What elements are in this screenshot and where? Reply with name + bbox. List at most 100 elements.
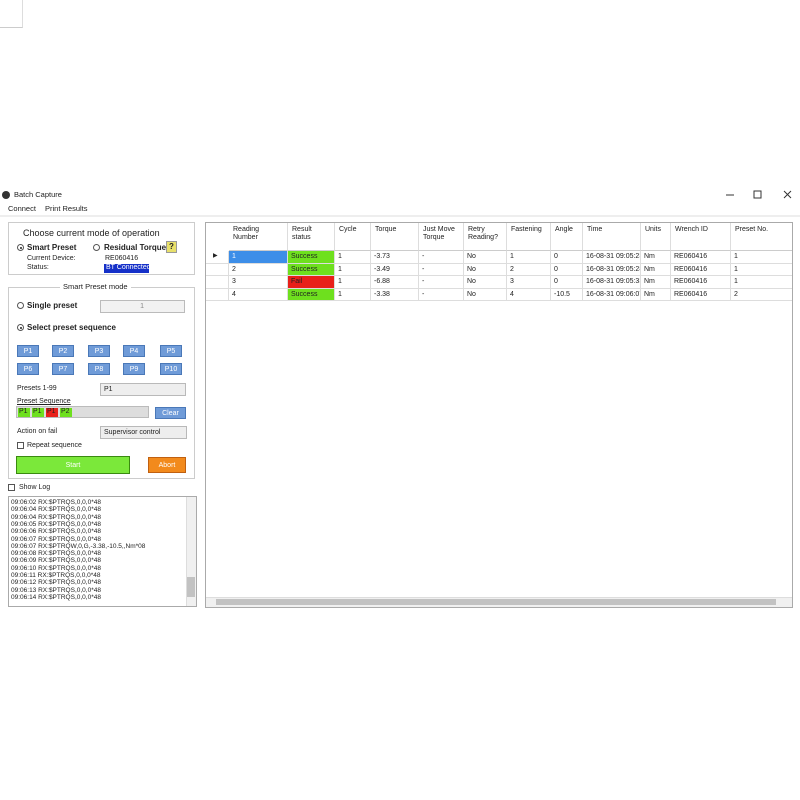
preset-button[interactable]: P10 [160, 363, 182, 375]
option[interactable]: Single preset [27, 301, 78, 310]
column-header[interactable]: Cycle [335, 223, 371, 251]
preset-button[interactable]: P4 [123, 345, 145, 357]
option[interactable]: Select preset sequence [27, 323, 116, 332]
scroll-thumb[interactable] [187, 577, 195, 597]
preset-button[interactable]: P8 [88, 363, 110, 375]
preset-button[interactable]: P3 [88, 345, 110, 357]
table-cell[interactable]: 0 [551, 276, 583, 289]
preset-button[interactable]: P1 [17, 345, 39, 357]
table-cell[interactable]: No [464, 263, 507, 276]
mode-option[interactable]: Residual Torque [104, 243, 167, 252]
abort-button[interactable]: Abort [148, 457, 186, 473]
table-cell[interactable]: Success [288, 263, 335, 276]
table-cell[interactable]: Nm [641, 276, 671, 289]
table-cell[interactable]: Fail [288, 276, 335, 289]
table-cell[interactable]: 1 [335, 263, 371, 276]
row-header[interactable]: ▶ [206, 251, 229, 264]
table-cell[interactable]: No [464, 276, 507, 289]
column-header[interactable]: Wrench ID [671, 223, 731, 251]
column-header[interactable]: Retry Reading? [464, 223, 507, 251]
preset-button[interactable]: P5 [160, 345, 182, 357]
table-cell[interactable]: 1 [731, 264, 792, 276]
dropdown[interactable]: P1 [100, 383, 186, 396]
table-cell[interactable]: 1 [335, 251, 371, 264]
table-cell[interactable]: -10.5 [551, 288, 583, 301]
scrollbar[interactable] [186, 497, 196, 606]
column-header[interactable]: Just Move Torque [419, 223, 464, 251]
preset-button[interactable]: P2 [52, 345, 74, 357]
table-cell[interactable]: 1 [229, 251, 288, 264]
table-cell[interactable]: 3 [507, 276, 551, 289]
table-cell[interactable]: -3.73 [371, 251, 419, 264]
table-cell[interactable]: -3.38 [371, 288, 419, 301]
table-cell[interactable]: 16-08-31 09:05:28 [583, 263, 641, 276]
column-header[interactable]: Units [641, 223, 671, 251]
row-header[interactable] [206, 288, 229, 301]
table-cell[interactable]: 1 [731, 251, 792, 264]
table-cell[interactable]: 1 [731, 276, 792, 289]
table-cell[interactable]: No [464, 288, 507, 301]
preset-button[interactable]: P7 [52, 363, 74, 375]
table-cell[interactable]: 3 [229, 276, 288, 289]
table-cell[interactable]: RE060416 [671, 251, 731, 264]
column-header[interactable]: Time [583, 223, 641, 251]
table-cell[interactable]: 2 [731, 289, 792, 301]
row-header[interactable] [206, 263, 229, 276]
table-cell[interactable]: 4 [507, 288, 551, 301]
spinbox[interactable]: 1 [100, 300, 185, 313]
column-header[interactable]: Reading Number [229, 223, 288, 251]
table-cell[interactable]: -3.49 [371, 263, 419, 276]
table-cell[interactable]: - [419, 288, 464, 301]
close-icon[interactable] [783, 190, 792, 199]
table-cell[interactable]: Nm [641, 251, 671, 264]
table-cell[interactable]: - [419, 251, 464, 264]
table-cell[interactable]: 16-08-31 09:05:33 [583, 276, 641, 289]
table-cell[interactable]: 2 [507, 263, 551, 276]
table-cell[interactable]: No [464, 251, 507, 264]
label[interactable]: Repeat sequence [27, 442, 82, 449]
checkbox[interactable] [17, 442, 24, 449]
help-button[interactable]: ? [166, 241, 177, 253]
checkbox[interactable] [8, 484, 15, 491]
label[interactable]: Show Log [19, 484, 51, 491]
column-header[interactable]: Torque [371, 223, 419, 251]
radio[interactable] [17, 244, 24, 251]
start-button[interactable]: Start [16, 456, 130, 474]
table-cell[interactable]: 1 [335, 288, 371, 301]
table-cell[interactable]: -6.88 [371, 276, 419, 289]
column-header[interactable]: Angle [551, 223, 583, 251]
mode-option[interactable]: Smart Preset [27, 243, 77, 252]
h-scroll-thumb[interactable] [216, 599, 776, 605]
table-cell[interactable]: 1 [335, 276, 371, 289]
table-cell[interactable]: 16-08-31 09:05:23 [583, 251, 641, 264]
preset-button[interactable]: P6 [17, 363, 39, 375]
preset-button[interactable]: P9 [123, 363, 145, 375]
table-cell[interactable]: - [419, 263, 464, 276]
table-cell[interactable]: Success [288, 251, 335, 264]
maximize-icon[interactable] [753, 190, 762, 199]
table-cell[interactable]: 0 [551, 251, 583, 264]
table-cell[interactable]: 0 [551, 263, 583, 276]
column-header[interactable]: Fastening [507, 223, 551, 251]
clear-button[interactable]: Clear [155, 407, 186, 419]
column-header[interactable]: Result status [288, 223, 335, 251]
radio[interactable] [93, 244, 100, 251]
table-cell[interactable]: Success [288, 288, 335, 301]
table-cell[interactable]: - [419, 276, 464, 289]
menu-item[interactable]: Print Results [45, 204, 88, 213]
table-cell[interactable]: 1 [507, 251, 551, 264]
table-cell[interactable]: RE060416 [671, 288, 731, 301]
table-cell[interactable]: Nm [641, 263, 671, 276]
column-header[interactable]: Preset No. [731, 223, 792, 251]
table-cell[interactable]: 4 [229, 288, 288, 301]
table-cell[interactable]: RE060416 [671, 276, 731, 289]
radio[interactable] [17, 302, 24, 309]
dropdown[interactable]: Supervisor control [100, 426, 187, 439]
table-cell[interactable]: 2 [229, 263, 288, 276]
table-cell[interactable]: RE060416 [671, 263, 731, 276]
table-cell[interactable]: Nm [641, 288, 671, 301]
radio[interactable] [17, 324, 24, 331]
row-header[interactable] [206, 276, 229, 289]
menu-item[interactable]: Connect [8, 204, 36, 213]
table-cell[interactable]: 16-08-31 09:06:07 [583, 288, 641, 301]
